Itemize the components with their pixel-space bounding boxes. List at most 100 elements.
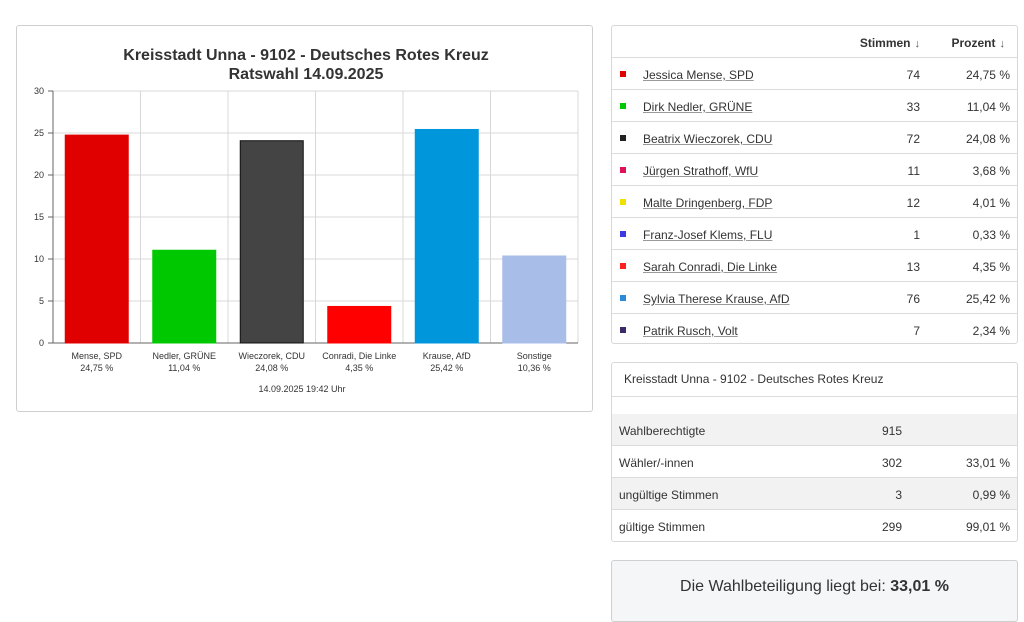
x-category-label: Conradi, Die Linke [322, 351, 396, 361]
x-category-label: Sonstige [517, 351, 552, 361]
summary-row: Wahlberechtigte 915 [612, 414, 1017, 446]
votes-cell: 33 [906, 100, 920, 114]
x-category-label: Nedler, GRÜNE [152, 351, 216, 361]
summary-row: gültige Stimmen 299 99,01 % [612, 510, 1017, 541]
y-tick-label: 20 [34, 170, 44, 180]
summary-label: ungültige Stimmen [619, 488, 719, 502]
sort-arrow-icon: ↓ [914, 38, 921, 50]
table-row: Sylvia Therese Krause, AfD 76 25,42 % [612, 282, 1017, 314]
y-tick-label: 0 [39, 338, 44, 348]
summary-panel: Kreisstadt Unna - 9102 - Deutsches Rotes… [611, 362, 1018, 542]
bar[interactable] [239, 140, 304, 344]
candidate-link[interactable]: Jessica Mense, SPD [643, 68, 754, 82]
candidate-link[interactable]: Malte Dringenberg, FDP [643, 196, 773, 210]
x-category-label: Mense, SPD [71, 351, 122, 361]
table-row: Dirk Nedler, GRÜNE 33 11,04 % [612, 90, 1017, 122]
bar[interactable] [64, 134, 129, 344]
summary-percent: 0,99 % [972, 488, 1010, 502]
candidate-link[interactable]: Dirk Nedler, GRÜNE [643, 100, 753, 114]
table-row: Sarah Conradi, Die Linke 13 4,35 % [612, 250, 1017, 282]
bar[interactable] [152, 249, 217, 344]
party-color-swatch [620, 263, 626, 269]
percent-cell: 11,04 % [966, 100, 1010, 114]
summary-table: Wahlberechtigte 915 Wähler/-innen 302 33,01 … [612, 414, 1017, 541]
x-value-label: 11,04 % [168, 363, 200, 373]
votes-cell: 1 [913, 228, 920, 242]
summary-label: Wahlberechtigte [619, 424, 706, 438]
party-color-swatch [620, 295, 626, 301]
table-row: Jürgen Strathoff, WfU 11 3,68 % [612, 154, 1017, 186]
votes-cell: 11 [907, 164, 920, 178]
party-color-swatch [620, 71, 626, 77]
y-tick-label: 25 [34, 128, 44, 138]
party-color-swatch [620, 103, 626, 109]
candidate-link[interactable]: Beatrix Wieczorek, CDU [643, 132, 773, 146]
table-row: Malte Dringenberg, FDP 12 4,01 % [612, 186, 1017, 218]
candidate-link[interactable]: Sarah Conradi, Die Linke [643, 260, 778, 274]
percent-cell: 2,34 % [972, 324, 1010, 338]
summary-label: Wähler/-innen [619, 456, 694, 470]
table-row: Franz-Josef Klems, FLU 1 0,33 % [612, 218, 1017, 250]
turnout-value: 33,01 % [890, 578, 949, 595]
party-color-swatch [620, 199, 626, 205]
summary-percent: 33,01 % [965, 456, 1010, 470]
votes-cell: 13 [906, 260, 920, 274]
votes-cell: 72 [906, 132, 920, 146]
percent-cell: 24,08 % [965, 132, 1010, 146]
candidate-link[interactable]: Jürgen Strathoff, WfU [643, 164, 759, 178]
votes-cell: 7 [913, 324, 920, 338]
candidate-link[interactable]: Sylvia Therese Krause, AfD [643, 292, 790, 306]
y-tick-label: 15 [34, 212, 44, 222]
table-row: Jessica Mense, SPD 74 24,75 % [612, 58, 1017, 90]
party-color-swatch [620, 231, 626, 237]
votes-cell: 76 [906, 292, 920, 306]
sort-arrow-icon: ↓ [999, 38, 1006, 50]
x-value-label: 4,35 % [345, 363, 373, 373]
column-header-stimmen[interactable]: Stimmen ↓ [859, 36, 921, 50]
results-table: Stimmen ↓ Prozent ↓ Jessica Mense, SPD 74 24… [611, 25, 1018, 344]
percent-cell: 24,75 % [965, 68, 1010, 82]
percent-cell: 3,68 % [972, 164, 1010, 178]
chart-title: Kreisstadt Unna - 9102 - Deutsches Rotes… [123, 47, 488, 64]
y-tick-label: 10 [34, 254, 44, 264]
summary-label: gültige Stimmen [619, 520, 706, 534]
percent-cell: 4,01 % [972, 196, 1010, 210]
x-value-label: 24,75 % [80, 363, 113, 373]
chart-footer: 14.09.2025 19:42 Uhr [258, 384, 345, 394]
bar[interactable] [502, 255, 567, 344]
turnout-box: Die Wahlbeteiligung liegt bei: 33,01 % [611, 560, 1018, 622]
turnout-text: Die Wahlbeteiligung liegt bei: 33,01 % [680, 578, 949, 595]
candidate-link[interactable]: Patrik Rusch, Volt [643, 324, 738, 338]
summary-count: 915 [881, 424, 902, 438]
candidate-link[interactable]: Franz-Josef Klems, FLU [643, 228, 773, 242]
table-row: Beatrix Wieczorek, CDU 72 24,08 % [612, 122, 1017, 154]
x-value-label: 25,42 % [430, 363, 463, 373]
x-value-label: 24,08 % [255, 363, 288, 373]
results-table-body: Jessica Mense, SPD 74 24,75 % Dirk Nedler, … [612, 58, 1017, 345]
x-value-label: 10,36 % [518, 363, 551, 373]
summary-count: 299 [881, 520, 902, 534]
summary-row: Wähler/-innen 302 33,01 % [612, 446, 1017, 478]
summary-title: Kreisstadt Unna - 9102 - Deutsches Rotes… [612, 363, 1017, 397]
table-row: Patrik Rusch, Volt 7 2,34 % [612, 314, 1017, 345]
party-color-swatch [620, 327, 626, 333]
summary-count: 3 [895, 488, 902, 502]
percent-cell: 4,35 % [972, 260, 1010, 274]
x-category-label: Krause, AfD [423, 351, 472, 361]
party-color-swatch [620, 135, 626, 141]
party-color-swatch [620, 167, 626, 173]
bar-chart: Kreisstadt Unna - 9102 - Deutsches Rotes… [34, 47, 579, 394]
summary-count: 302 [881, 456, 902, 470]
chart-subtitle: Ratswahl 14.09.2025 [229, 66, 384, 83]
results-table-header: Stimmen ↓ Prozent ↓ [612, 26, 1017, 58]
percent-cell: 25,42 % [965, 292, 1010, 306]
column-header-prozent[interactable]: Prozent ↓ [951, 36, 1005, 50]
bar[interactable] [414, 128, 479, 344]
chart-card: Kreisstadt Unna - 9102 - Deutsches Rotes… [16, 25, 593, 412]
votes-cell: 74 [906, 68, 920, 82]
summary-row: ungültige Stimmen 3 0,99 % [612, 478, 1017, 510]
bar[interactable] [327, 305, 392, 344]
x-category-label: Wieczorek, CDU [238, 351, 305, 361]
percent-cell: 0,33 % [972, 228, 1010, 242]
y-tick-label: 5 [39, 296, 44, 306]
